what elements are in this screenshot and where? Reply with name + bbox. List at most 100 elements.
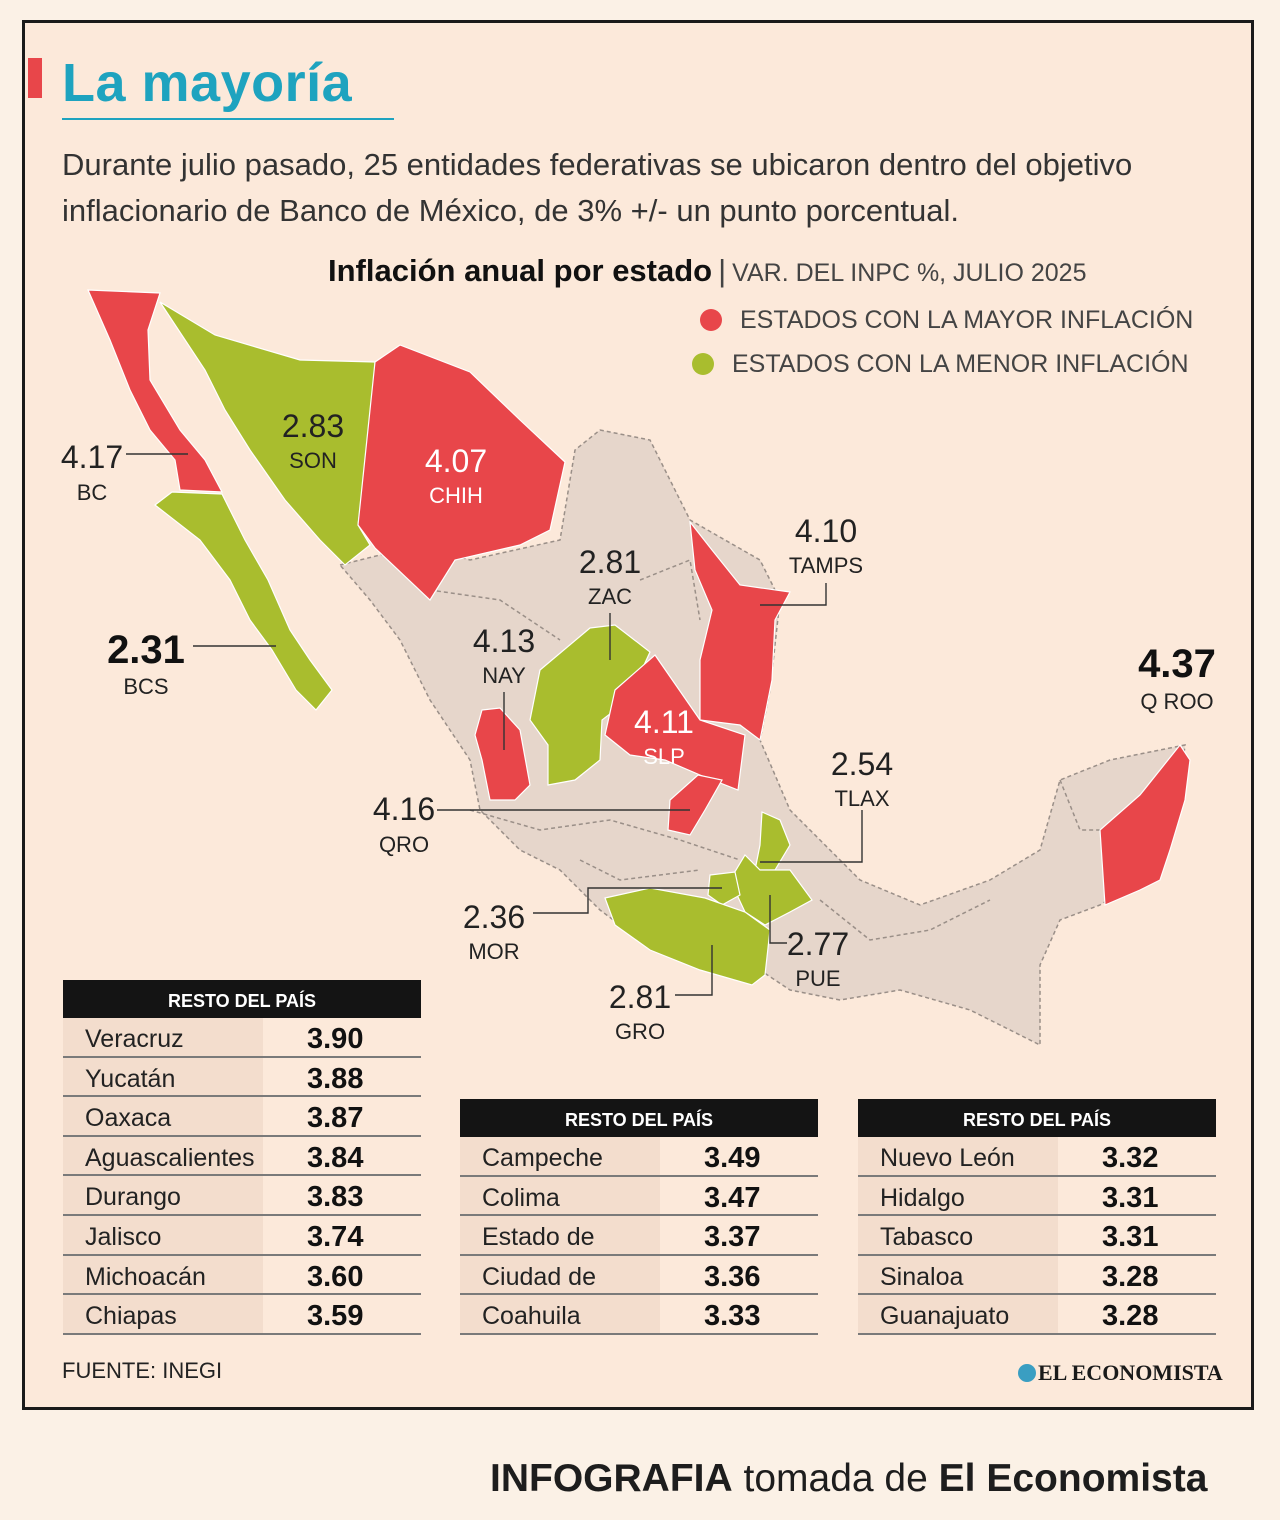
label-zac-code: ZAC	[588, 584, 632, 609]
label-tamps-code: TAMPS	[789, 553, 863, 578]
label-tlax-value: 2.54	[831, 746, 893, 782]
map-rest-boundary-6	[579, 859, 701, 881]
map-son	[159, 301, 376, 566]
table-row: Campeche 3.49	[460, 1137, 818, 1177]
row-value: 3.32	[1102, 1142, 1159, 1174]
row-state: Coahuila	[460, 1295, 660, 1333]
row-state: Guanajuato	[858, 1295, 1058, 1333]
row-value: 3.87	[307, 1102, 364, 1135]
label-chih-code: CHIH	[429, 483, 483, 508]
table-row: Sinaloa 3.28	[858, 1255, 1216, 1296]
label-slp-code: SLP	[643, 744, 685, 769]
table-row: Veracruz 3.90	[63, 1018, 421, 1058]
headline-rule	[62, 118, 394, 120]
map-title: Inflación anual por estado | VAR. DEL INPC…	[328, 253, 1218, 289]
row-state: Jalisco	[63, 1215, 263, 1254]
leader-tlax	[760, 810, 863, 863]
row-value: 3.74	[307, 1220, 364, 1253]
map-rest-boundary-2	[639, 558, 701, 621]
row-value: 3.28	[1102, 1260, 1159, 1293]
table-row: Aguascalientes 3.84	[63, 1136, 421, 1177]
row-value: 3.28	[1102, 1300, 1159, 1333]
label-nay-value: 4.13	[473, 623, 535, 659]
row-state: Hidalgo	[858, 1176, 1058, 1215]
row-value: 3.33	[704, 1300, 761, 1333]
credit-mid: tomada de	[743, 1457, 928, 1500]
label-tamps-value: 4.10	[795, 513, 857, 549]
label-son-value: 2.83	[282, 408, 344, 444]
map-gro	[604, 887, 771, 986]
legend-high: ESTADOS CON LA MAYOR INFLACIÓN	[700, 306, 1193, 335]
leader-pue	[769, 895, 787, 944]
row-value: 3.90	[307, 1023, 364, 1055]
table-rest-1: RESTO DEL PAÍS Veracruz 3.90 Yucatán 3.88 …	[63, 980, 421, 1335]
label-son-code: SON	[289, 448, 337, 473]
row-state: Oaxaca	[63, 1097, 263, 1135]
label-pue-code: PUE	[795, 966, 840, 991]
row-state: Nuevo León	[858, 1137, 1058, 1175]
label-pue-value: 2.77	[787, 926, 849, 962]
map-title-separator: |	[718, 253, 727, 288]
map-nay	[474, 707, 531, 801]
leader-gro	[675, 945, 713, 996]
brand-name: EL ECONOMISTA	[1038, 1360, 1223, 1385]
row-value: 3.31	[1102, 1181, 1159, 1214]
row-value: 3.88	[307, 1062, 364, 1095]
row-state: Aguascalientes	[63, 1136, 263, 1175]
brand-logo: EL ECONOMISTA	[1018, 1360, 1223, 1386]
table-row: Estado de México 3.37	[460, 1216, 818, 1293]
label-nay-code: NAY	[482, 663, 526, 688]
table-header: RESTO DEL PAÍS	[460, 1099, 818, 1137]
row-state: Campeche	[460, 1137, 660, 1175]
table-rest-2: RESTO DEL PAÍS Campeche 3.49 Colima 3.47 E…	[460, 1099, 818, 1335]
map-mor	[707, 871, 741, 906]
label-gro-value: 2.81	[609, 979, 671, 1015]
row-state: Colima	[460, 1176, 660, 1215]
label-qroo-code: Q ROO	[1140, 689, 1213, 714]
row-value: 3.37	[704, 1221, 761, 1254]
map-chih	[357, 344, 566, 601]
map-slp	[604, 654, 746, 791]
headline: La mayoría	[62, 53, 353, 113]
credit-bold-1: INFOGRAFIA	[490, 1457, 733, 1500]
label-bc-value: 4.17	[61, 439, 123, 475]
table-row: Nuevo León 3.32	[858, 1137, 1216, 1177]
brand-mark-icon	[1018, 1364, 1036, 1382]
table-row: Michoacán 3.60	[63, 1255, 421, 1296]
map-qroo	[1099, 743, 1191, 906]
source-note: FUENTE: INEGI	[62, 1358, 223, 1383]
row-state: Durango	[63, 1176, 263, 1214]
table-row: Tabasco 3.31	[858, 1216, 1216, 1256]
table-header: RESTO DEL PAÍS	[858, 1099, 1216, 1137]
row-value: 3.84	[307, 1141, 364, 1174]
legend-low-swatch	[692, 353, 714, 375]
row-state: Veracruz	[63, 1018, 263, 1056]
row-state: Chiapas	[63, 1295, 263, 1333]
label-mor-code: MOR	[468, 939, 519, 964]
leader-mor	[533, 887, 722, 914]
row-state: Michoacán	[63, 1255, 263, 1294]
table-row: Guanajuato 3.28	[858, 1295, 1216, 1335]
label-qroo-value: 4.37	[1138, 642, 1216, 686]
row-value: 3.60	[307, 1260, 364, 1293]
label-mor-value: 2.36	[463, 899, 525, 935]
row-state: Estado de México	[460, 1216, 660, 1293]
legend-high-swatch	[700, 309, 722, 331]
label-tlax-code: TLAX	[834, 786, 889, 811]
row-state: Tabasco	[858, 1216, 1058, 1254]
table-row: Coahuila 3.33	[460, 1295, 818, 1335]
label-gro-code: GRO	[615, 1019, 665, 1044]
map-rest-boundary-1	[429, 589, 561, 641]
label-bcs-code: BCS	[123, 674, 168, 699]
accent-bar	[28, 58, 42, 98]
table-row: Oaxaca 3.87	[63, 1097, 421, 1137]
map-rest-boundary-4	[819, 899, 991, 941]
leader-tamps	[760, 583, 827, 606]
row-value: 3.59	[307, 1300, 364, 1333]
table-row: Jalisco 3.74	[63, 1215, 421, 1256]
row-value: 3.47	[704, 1181, 761, 1214]
map-qro	[667, 774, 723, 836]
label-qro-code: QRO	[379, 832, 429, 857]
table-row: Ciudad de México 3.36	[460, 1255, 818, 1333]
row-value: 3.83	[307, 1181, 364, 1214]
